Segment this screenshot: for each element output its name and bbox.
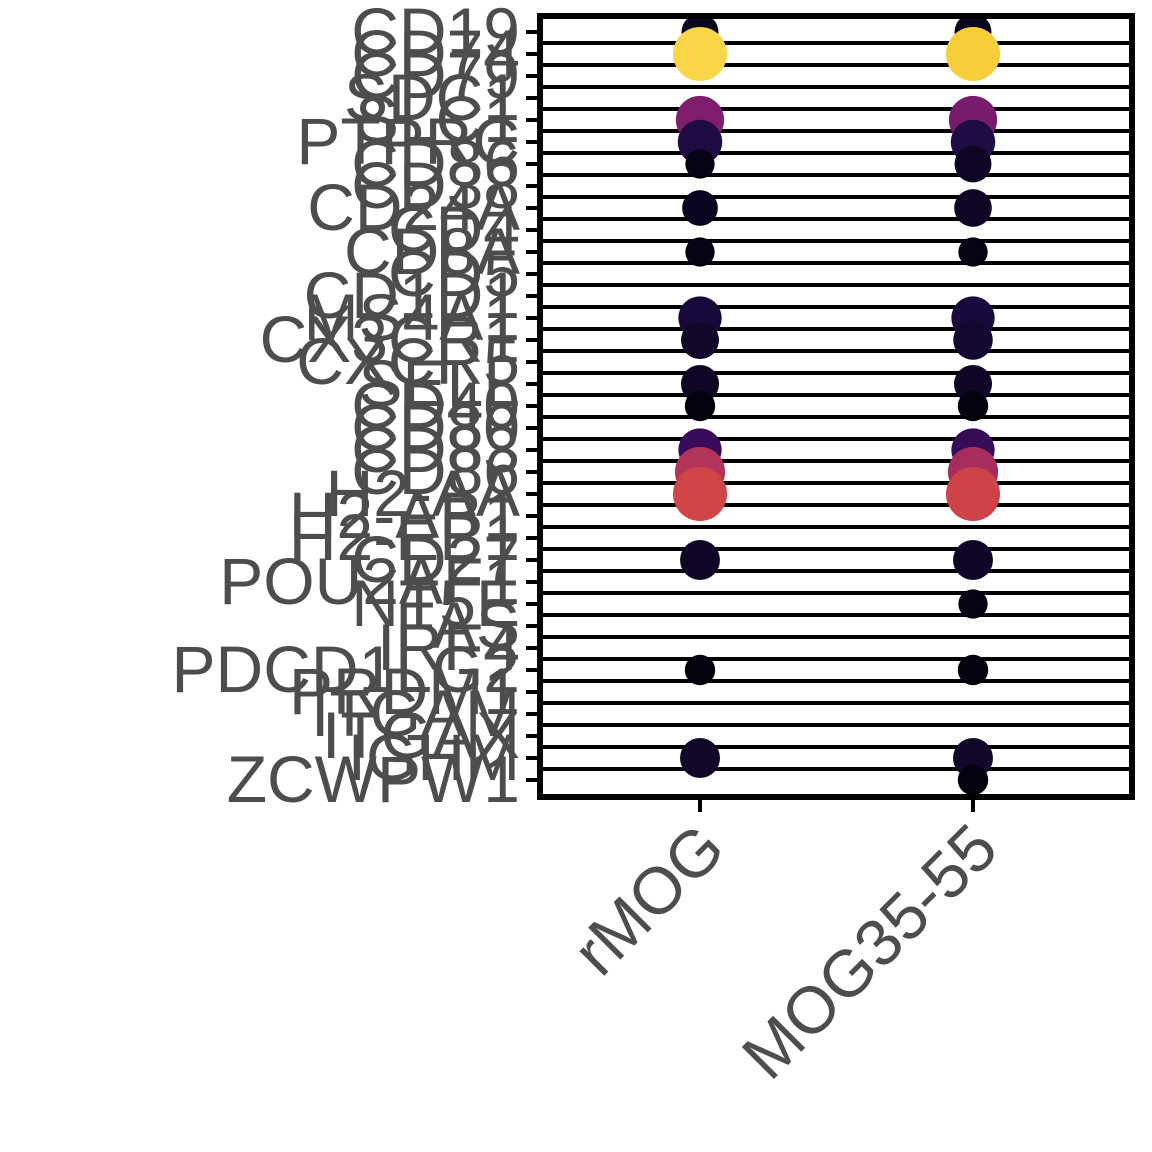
y-tick-label: CD80 xyxy=(351,390,520,464)
y-tick-label: CD8A xyxy=(344,214,520,288)
dot-MOG35-55-CD40 xyxy=(957,390,989,422)
y-tick-label: CD79 xyxy=(351,38,520,112)
y-tick-label: PRDM1 xyxy=(289,654,520,728)
dot-MOG35-55-CD8A xyxy=(958,237,988,267)
y-tick-label: CX3CR1 xyxy=(260,302,520,376)
dot-rMOG-CX3CR1 xyxy=(680,320,720,360)
dot-MOG35-55-CD74 xyxy=(946,27,1000,81)
y-tick-label: CD5 xyxy=(388,236,520,310)
y-tick-label: CD86 xyxy=(351,434,520,508)
y-tick-label: CD74 xyxy=(351,16,520,90)
y-tick-label: CD19 xyxy=(351,0,520,68)
dot-MOG35-55-PDCD1LG2 xyxy=(957,654,989,686)
y-tick-label: PDCD1LG2 xyxy=(172,632,520,706)
dot-rMOG-CD8A xyxy=(685,237,715,267)
y-tick-label: CXCR5 xyxy=(296,324,520,398)
y-tick-label: FAS xyxy=(395,588,520,662)
dot-rMOG-PTPRC xyxy=(677,119,723,165)
dot-layer xyxy=(673,13,1000,796)
dot-MOG35-55-ZCWPW1 xyxy=(957,764,989,796)
y-tick-label: SELL xyxy=(359,346,520,420)
y-tick-label: CD38 xyxy=(351,148,520,222)
dot-rMOG-CD27 xyxy=(680,540,720,580)
dot-rMOG-SELL xyxy=(680,364,720,404)
y-tick-label: ITGAX xyxy=(322,698,520,772)
dot-MOG35-55-NT5E xyxy=(958,589,988,619)
y-tick-label: CD83 xyxy=(351,412,520,486)
y-tick-label: H2-EB1 xyxy=(289,500,520,574)
dot-rMOG-CD74 xyxy=(673,27,727,81)
y-tick-label: CD40 xyxy=(351,368,520,442)
y-tick-label: PTPRC xyxy=(296,104,520,178)
y-tick-label: CD24A xyxy=(307,170,520,244)
y-tick-label: NT5E xyxy=(351,566,520,640)
y-tick-label: SLC1 xyxy=(355,82,520,156)
dot-MOG35-55-IGHM xyxy=(953,738,993,778)
dot-MOG35-55-CX3CR1 xyxy=(953,320,993,360)
dot-MOG35-55-H2-AA xyxy=(946,467,1000,521)
row-gridlines xyxy=(540,41,1132,771)
y-tick-label: IRF4 xyxy=(377,610,520,684)
y-tick-label: H2-AA xyxy=(326,456,520,530)
y-tick-label: CD1D1 xyxy=(304,258,520,332)
y-axis: CD19CD74CD79SDC1SLC1PTPRCCD86CD38CD24ACD… xyxy=(172,0,540,816)
dot-rMOG-CD86 xyxy=(685,149,715,179)
y-tick-label: CD86 xyxy=(351,126,520,200)
y-tick-label: POU2AF1 xyxy=(219,544,520,618)
dot-rMOG-H2-AA xyxy=(673,467,727,521)
plot-panel-border xyxy=(537,13,1135,800)
dot-MOG35-55-CD86 xyxy=(954,145,992,183)
y-tick-label: MS4A1 xyxy=(304,280,520,354)
dot-rMOG-CD40 xyxy=(684,390,716,422)
y-tick-label: SDC1 xyxy=(344,60,520,134)
y-tick-label: IGHM xyxy=(348,720,520,794)
y-tick-label: ITGAM xyxy=(311,676,520,750)
dot-rMOG-CD24A xyxy=(682,190,718,226)
x-tick-label: MOG35-55 xyxy=(728,810,1011,1093)
y-tick-label: CD4 xyxy=(388,192,520,266)
y-tick-label: ZCWPW1 xyxy=(227,742,520,816)
dot-rMOG-PDCD1LG2 xyxy=(684,654,716,686)
y-tick-label: CD27 xyxy=(351,522,520,596)
dot-MOG35-55-CD24A xyxy=(954,189,992,227)
dot-MOG35-55-SELL xyxy=(953,364,993,404)
dot-MOG35-55-CD27 xyxy=(953,540,993,580)
dot-rMOG-IGHM xyxy=(680,738,720,778)
y-tick-label: H2-AB1 xyxy=(289,478,520,552)
x-tick-label: rMOG xyxy=(559,810,738,989)
